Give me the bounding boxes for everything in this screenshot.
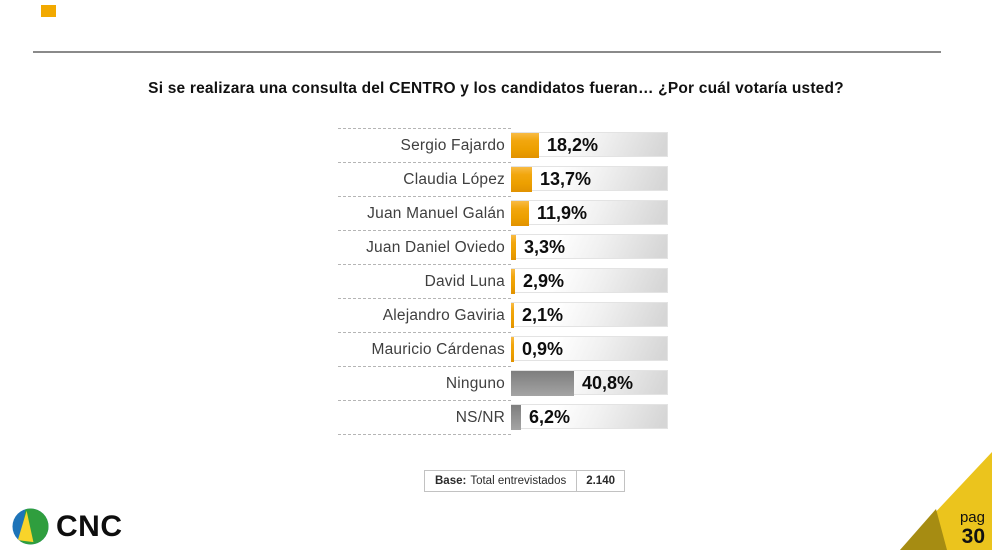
bar-cell: 3,3% [511,230,670,264]
value-bar [511,234,516,260]
value-bar [511,166,532,192]
category-label: Juan Manuel Galán [338,196,511,230]
value-bar [511,132,539,158]
page-label: pag [959,509,985,526]
page-number: 30 [961,525,985,548]
value-label: 0,9% [522,338,564,359]
base-box: Base: Total entrevistados 2.140 [424,470,625,492]
base-text: Total entrevistados [470,475,567,487]
chart-bottom-divider [338,434,511,435]
bar-cell: 11,9% [511,196,670,230]
base-prefix: Base: [435,475,467,487]
category-label: Mauricio Cárdenas [338,332,511,366]
category-label: David Luna [338,264,511,298]
bar-cell: 40,8% [511,366,670,400]
value-bar [511,302,514,328]
value-label: 2,1% [522,304,564,325]
corner-triangle-decoration [900,452,992,550]
value-label: 18,2% [547,134,599,155]
base-label: Base: Total entrevistados [425,471,578,491]
value-label: 11,9% [537,202,588,223]
page-indicator: pag 30 [960,509,985,548]
category-label: Sergio Fajardo [338,128,511,162]
page-title: Si se realizara una consulta del CENTRO … [148,80,844,97]
value-label: 13,7% [540,168,592,189]
cnc-logo-text: CNC [56,509,123,543]
chart-row: Sergio Fajardo 18,2% [338,128,670,162]
chart-row: David Luna 2,9% [338,264,670,298]
cnc-circle-logo-icon [12,508,49,545]
bar-cell: 0,9% [511,332,670,366]
category-label: Claudia López [338,162,511,196]
bar-track [511,166,668,191]
bar-cell: 18,2% [511,128,670,162]
header-divider [33,51,941,53]
value-label: 40,8% [582,372,634,393]
bar-cell: 13,7% [511,162,670,196]
value-bar [511,336,514,362]
chart-row: Mauricio Cárdenas 0,9% [338,332,670,366]
bar-track [511,336,668,361]
bar-track [511,234,668,259]
cnc-logo: CNC [12,508,123,545]
bar-track [511,302,668,327]
value-label: 6,2% [529,406,571,427]
category-label: Juan Daniel Oviedo [338,230,511,264]
category-label: Alejandro Gaviria [338,298,511,332]
base-value: 2.140 [586,475,615,487]
poll-bar-chart: Sergio Fajardo 18,2% Claudia López 13,7% Jua… [338,128,670,435]
value-bar [511,268,515,294]
chart-row: Claudia López 13,7% [338,162,670,196]
value-label: 2,9% [523,270,565,291]
chart-row: Ninguno 40,8% [338,366,670,400]
chart-row: Juan Daniel Oviedo 3,3% [338,230,670,264]
category-label: Ninguno [338,366,511,400]
chart-row: Alejandro Gaviria 2,1% [338,298,670,332]
bar-track [511,404,668,429]
value-bar [511,200,529,226]
category-label: NS/NR [338,400,511,434]
chart-row: NS/NR 6,2% [338,400,670,434]
bar-cell: 6,2% [511,400,670,434]
bar-cell: 2,1% [511,298,670,332]
bar-track [511,268,668,293]
value-bar [511,404,521,430]
value-bar [511,370,574,396]
accent-square [41,5,56,17]
value-label: 3,3% [524,236,566,257]
bar-track [511,200,668,225]
chart-row: Juan Manuel Galán 11,9% [338,196,670,230]
bar-cell: 2,9% [511,264,670,298]
